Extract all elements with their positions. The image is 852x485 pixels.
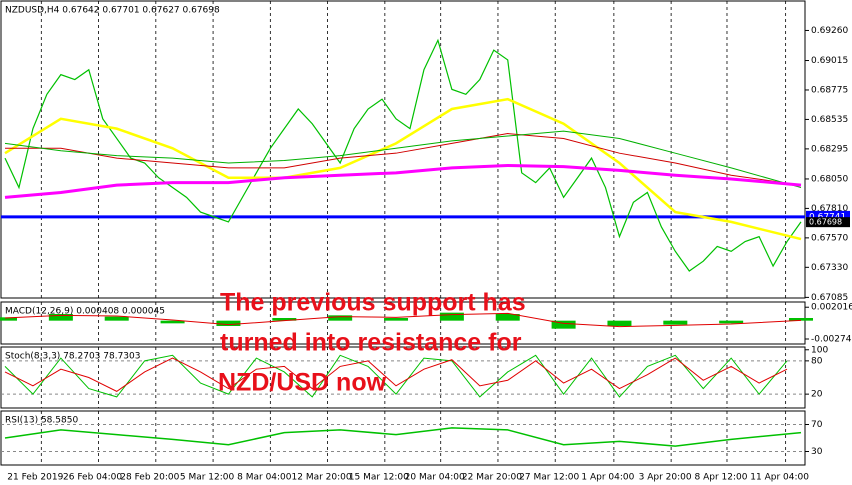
x-tick-label: 8 Mar 04:00 xyxy=(237,473,292,483)
x-tick-label: 15 Mar 12:00 xyxy=(349,473,409,483)
y-tick-label: 20 xyxy=(811,390,823,400)
x-tick-label: 28 Feb 20:00 xyxy=(120,473,179,483)
y-tick-label: 0.69015 xyxy=(811,56,848,66)
y-tick-label: 0.68775 xyxy=(811,85,848,95)
price-tag-box xyxy=(806,217,850,228)
price-tag: 0.67698 xyxy=(809,218,842,227)
annotation: NZD/USD now xyxy=(218,369,387,397)
x-tick-label: 8 Apr 12:00 xyxy=(695,473,748,483)
macd-bar xyxy=(789,318,813,321)
x-tick-label: 21 Feb 2019 xyxy=(7,473,63,483)
macd-bar xyxy=(551,320,576,329)
x-tick-label: 11 Apr 04:00 xyxy=(750,473,809,483)
x-tick-label: 20 Mar 04:00 xyxy=(405,473,465,483)
x-tick-label: 3 Apr 20:00 xyxy=(639,473,692,483)
series-line xyxy=(4,354,788,398)
macd-bar xyxy=(439,312,464,321)
macd-bar xyxy=(216,320,241,326)
macd-bar xyxy=(48,314,73,321)
y-tick-label: 0.68295 xyxy=(811,144,848,154)
macd-bar xyxy=(272,318,297,321)
macd-bar xyxy=(104,316,129,321)
series-line xyxy=(4,357,788,392)
series-line xyxy=(4,38,802,272)
series-line xyxy=(4,130,802,189)
macd-bar xyxy=(384,318,409,321)
x-tick-label: 1 Apr 04:00 xyxy=(581,473,634,483)
y-tick-label: 0.68535 xyxy=(811,115,848,125)
y-tick-label: 0.67330 xyxy=(811,263,848,273)
macd-bar xyxy=(328,315,353,321)
macd-bar xyxy=(160,320,185,324)
y-tick-label: 0.69260 xyxy=(811,26,848,36)
series-line xyxy=(4,427,802,447)
y-tick-label: 100 xyxy=(811,345,828,355)
series-line xyxy=(4,312,802,328)
y-tick-label: 0.68050 xyxy=(811,174,848,184)
panel-title: RSI(13) 58.5850 xyxy=(5,416,78,426)
y-tick-label: 30 xyxy=(811,447,823,457)
annotation: turned into resistance for xyxy=(220,329,522,357)
annotation: The previous support has xyxy=(220,289,526,317)
y-tick-label: 0.67570 xyxy=(811,233,848,243)
series-line xyxy=(4,97,802,241)
panel-title: NZDUSD,H4 0.67642 0.67701 0.67627 0.6769… xyxy=(5,6,220,16)
macd-bar xyxy=(607,320,632,326)
x-tick-label: 12 Mar 20:00 xyxy=(292,473,352,483)
y-tick-label: 0.002016 xyxy=(811,303,852,313)
x-tick-label: 22 Mar 20:00 xyxy=(462,473,522,483)
panel-border xyxy=(0,301,806,345)
macd-bar xyxy=(719,320,744,324)
y-tick-label: 0.67810 xyxy=(811,204,848,214)
y-tick-label: 80 xyxy=(811,356,823,366)
y-tick-label: 70 xyxy=(811,420,823,430)
panel-border xyxy=(0,0,806,299)
panel-border xyxy=(0,346,806,409)
series-line xyxy=(4,163,802,199)
panel-title: MACD(12,26,9) 0.000408 0.000045 xyxy=(5,307,165,317)
macd-bar xyxy=(663,320,688,325)
y-tick-label: -0.002749 xyxy=(811,334,852,344)
x-tick-label: 5 Mar 12:00 xyxy=(180,473,235,483)
macd-bar xyxy=(495,314,520,321)
y-tick-label: 0.67085 xyxy=(811,293,848,303)
panel-border xyxy=(0,410,806,466)
panel-title: Stoch(8,3,3) 78.2703 78.7303 xyxy=(5,352,140,362)
x-tick-label: 26 Feb 04:00 xyxy=(63,473,122,483)
series-line xyxy=(5,133,802,186)
x-tick-label: 27 Mar 12:00 xyxy=(519,473,579,483)
price-tag-box xyxy=(806,210,850,222)
macd-bar xyxy=(0,317,17,321)
